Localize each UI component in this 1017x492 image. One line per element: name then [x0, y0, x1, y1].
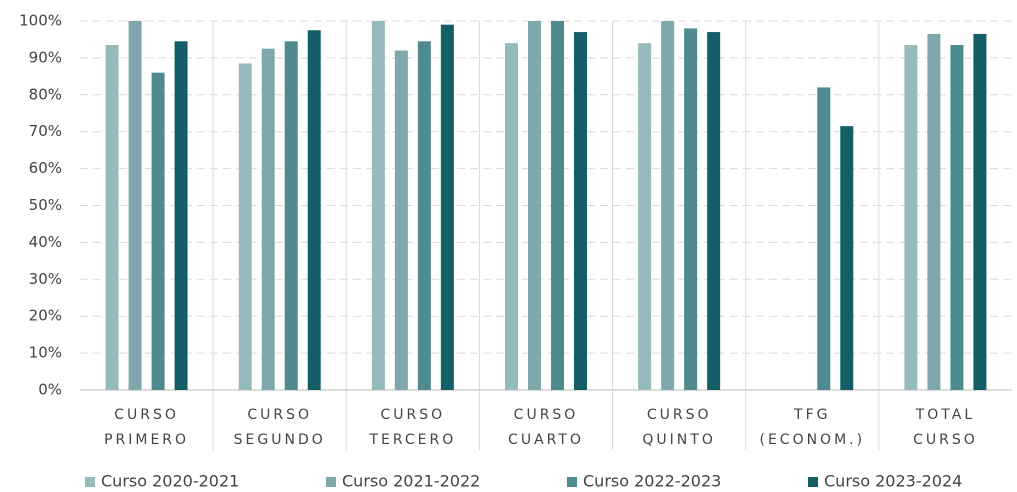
bar	[927, 33, 941, 390]
bar	[105, 44, 119, 391]
y-tick-label: 100%	[19, 12, 62, 30]
bar	[174, 41, 188, 391]
bar	[661, 21, 675, 390]
y-tick-label: 80%	[29, 85, 62, 103]
bar	[284, 41, 298, 391]
y-tick-label: 50%	[29, 196, 62, 214]
x-tick-label: CURSO TERCERO	[368, 407, 456, 448]
bar	[371, 21, 385, 390]
bar	[684, 28, 698, 390]
bar	[528, 21, 541, 390]
y-tick-label: 10%	[29, 344, 62, 362]
y-tick-label: 60%	[29, 159, 62, 177]
legend-label: Curso 2021-2022	[342, 472, 480, 491]
bar	[950, 44, 964, 391]
bar	[394, 50, 408, 391]
legend-label: Curso 2022-2023	[583, 472, 721, 491]
y-tick-label: 70%	[29, 122, 62, 140]
legend-swatch	[567, 477, 577, 487]
bar	[261, 48, 275, 391]
legend-swatch	[326, 477, 336, 487]
legend-label: Curso 2023-2024	[824, 472, 962, 491]
y-tick-label: 30%	[29, 270, 62, 288]
y-tick-label: 20%	[29, 307, 62, 325]
y-tick-label: 40%	[29, 233, 62, 251]
bar	[551, 21, 564, 390]
bar	[307, 30, 321, 390]
y-tick-label: 90%	[29, 48, 62, 66]
x-tick-label: TOTAL CURSO	[913, 407, 978, 448]
bar	[840, 126, 854, 390]
x-tick-label: TFG (ECONOM.)	[759, 407, 865, 448]
bar	[128, 21, 142, 390]
legend-swatch	[85, 477, 95, 487]
x-tick-label: CURSO CUARTO	[508, 407, 584, 448]
bar	[973, 33, 987, 390]
legend-label: Curso 2020-2021	[101, 472, 239, 491]
bar	[417, 41, 431, 391]
bar	[574, 32, 587, 390]
bar	[904, 44, 918, 391]
bar	[505, 43, 518, 390]
x-tick-label: CURSO PRIMERO	[104, 407, 189, 448]
bar	[440, 24, 454, 390]
bar	[817, 87, 831, 391]
x-tick-label: CURSO SEGUNDO	[234, 407, 326, 448]
y-tick-label: 0%	[38, 381, 62, 399]
bar	[638, 43, 652, 390]
bar	[238, 63, 252, 391]
bar	[151, 72, 165, 390]
bar	[707, 32, 721, 390]
legend-swatch	[808, 477, 818, 487]
x-tick-label: CURSO QUINTO	[642, 407, 715, 448]
